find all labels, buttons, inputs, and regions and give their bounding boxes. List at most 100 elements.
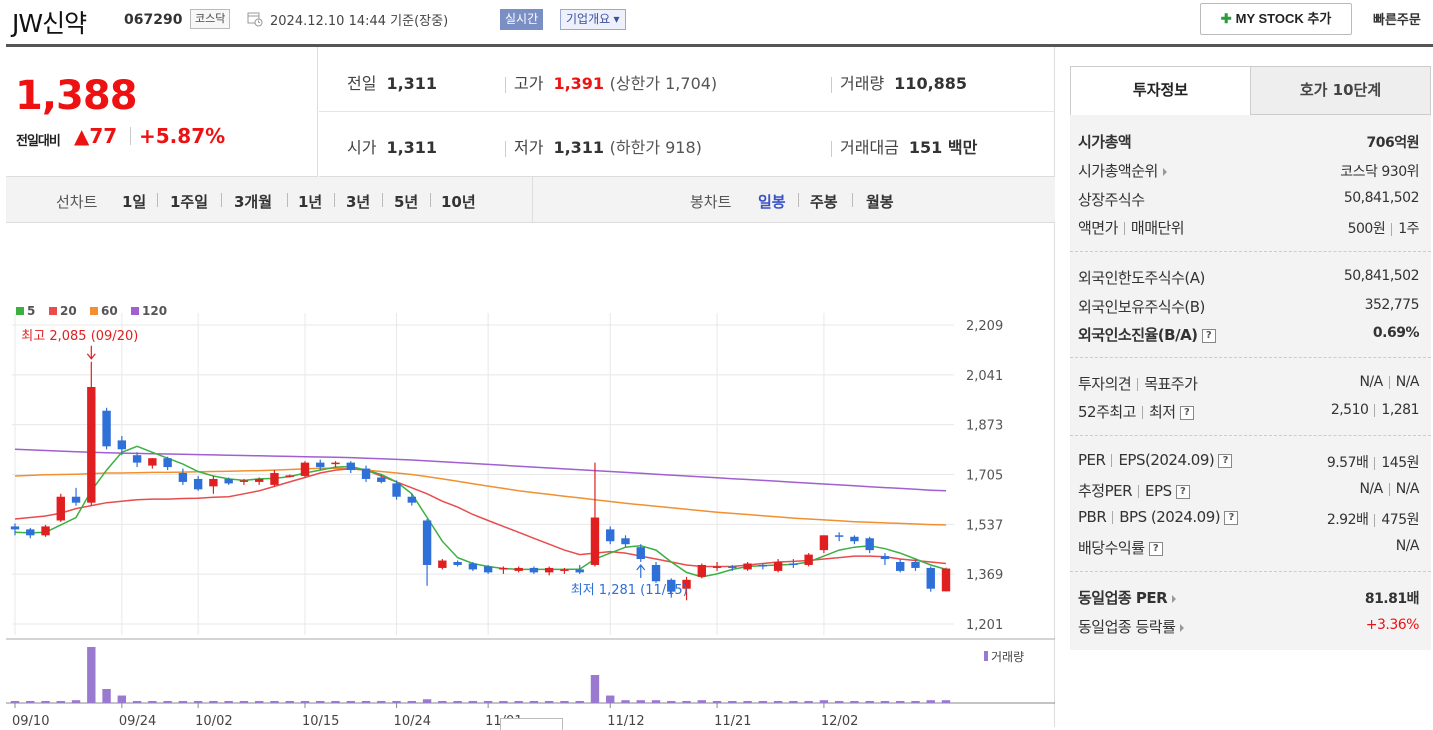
candle-monthly[interactable]: 월봉	[866, 193, 894, 211]
volume-bar	[682, 701, 691, 703]
prev-close-value: 1,311	[386, 74, 438, 93]
candle-body	[560, 569, 569, 571]
y-tick-label: 1,537	[966, 518, 1003, 533]
candle-body	[590, 517, 600, 565]
period-bar-divider	[532, 177, 533, 223]
price-box: 1,388 전일대비 ▲77 +5.87%	[6, 47, 318, 177]
inline-separator	[1374, 403, 1376, 417]
candle-body	[941, 568, 951, 592]
candle-body	[926, 567, 935, 589]
volume-bar	[407, 701, 417, 703]
candle-chart-label: 봉차트	[690, 193, 732, 211]
period-separator	[157, 193, 158, 207]
volume-bar	[377, 701, 386, 703]
candle-body	[71, 496, 81, 503]
candle-body	[193, 478, 203, 490]
period-1w[interactable]: 1주일	[170, 193, 209, 211]
target-value: N/A	[1395, 374, 1420, 390]
period-5y[interactable]: 5년	[394, 193, 419, 211]
pbr-value: 2.92배	[1326, 512, 1369, 528]
open-price: 시가 1,311	[347, 134, 437, 158]
tab-invest-info[interactable]: 투자정보	[1070, 66, 1251, 115]
help-icon[interactable]: ?	[1201, 328, 1216, 343]
scroll-handle[interactable]	[500, 718, 563, 730]
candle-weekly[interactable]: 주봉	[810, 193, 838, 211]
period-1d[interactable]: 1일	[122, 193, 147, 211]
help-icon[interactable]: ?	[1148, 541, 1163, 556]
help-icon[interactable]: ?	[1218, 453, 1233, 468]
volume-bar	[71, 700, 81, 703]
plus-icon: ✚	[1220, 11, 1232, 26]
candle-body	[148, 458, 157, 466]
volume-bar	[575, 701, 584, 703]
invest-info-panel: 투자정보 호가 10단계 시가총액 706억원 시가총액순위 코스닥 930위 상장…	[1070, 66, 1431, 650]
change-percent: +5.87%	[139, 124, 226, 148]
candle-body	[26, 529, 35, 536]
help-icon[interactable]: ?	[1224, 510, 1239, 525]
candle-body	[743, 563, 752, 570]
foreign-limit-value: 50,841,502	[1343, 268, 1420, 284]
realtime-button[interactable]: 실시간	[500, 9, 544, 30]
volume-bar	[728, 701, 737, 703]
volume-bar	[911, 701, 920, 703]
volume-value: 110,885	[894, 74, 968, 93]
period-1y[interactable]: 1년	[298, 193, 323, 211]
arrow-right-icon	[1180, 623, 1185, 632]
prev-close: 전일 1,311	[347, 70, 437, 94]
period-3m[interactable]: 3개월	[234, 193, 273, 211]
volume-bar	[926, 700, 935, 703]
candle-body	[438, 560, 447, 568]
volume-bar	[896, 701, 905, 703]
period-3y[interactable]: 3년	[346, 193, 371, 211]
quick-order-link[interactable]: 빠른주문	[1373, 13, 1421, 28]
candlestick-chart[interactable]: 2,209 2,041 1,873 1,705 1,537 1,369 1,201 5 20 60…	[6, 223, 1055, 727]
low-arrow-icon	[636, 564, 646, 579]
market-cap-rank-label: 시가총액순위	[1078, 162, 1158, 180]
volume-bar	[10, 701, 20, 703]
legend-swatch	[90, 307, 98, 315]
volume-bar	[41, 701, 50, 703]
candle-body	[819, 535, 829, 551]
candle-body	[377, 477, 386, 482]
help-icon[interactable]: ?	[1175, 484, 1190, 499]
market-cap-rank-row[interactable]: 시가총액순위 코스닥 930위	[1078, 160, 1423, 184]
inline-separator	[1138, 485, 1140, 498]
candle-body	[896, 562, 905, 571]
period-separator	[798, 193, 799, 207]
per-value: 9.57배	[1326, 455, 1369, 471]
period-separator	[221, 193, 222, 207]
company-info-dropdown[interactable]: 기업개요 ▾	[560, 9, 626, 30]
sector-change-row[interactable]: 동일업종 등락률 +3.36%	[1078, 616, 1423, 640]
day-low: 저가 1,311 (하한가 918)	[505, 134, 702, 158]
volume-bar	[254, 701, 264, 703]
candle-body	[422, 520, 432, 565]
quote-datetime: 2024.12.10 14:44 기준(장중)	[270, 14, 449, 29]
sector-per-row[interactable]: 동일업종 PER 81.81배	[1078, 587, 1423, 611]
candle-body	[209, 478, 218, 487]
period-10y[interactable]: 10년	[441, 193, 476, 211]
candle-body	[712, 566, 722, 568]
add-my-stock-button[interactable]: ✚ MY STOCK 추가	[1200, 3, 1352, 35]
help-icon[interactable]: ?	[1179, 405, 1194, 420]
inline-separator	[1137, 378, 1139, 391]
per-row: PER EPS(2024.09)? 9.57배 145원	[1078, 451, 1423, 475]
legend-label: 120	[142, 304, 167, 318]
y-tick-label: 1,201	[966, 618, 1003, 633]
volume-bar	[224, 701, 233, 703]
sector-change-value: +3.36%	[1365, 617, 1420, 633]
candle-daily[interactable]: 일봉	[758, 193, 786, 211]
face-value-value: 500원	[1347, 221, 1386, 237]
y-tick-label: 2,041	[966, 369, 1003, 384]
y-tick-label: 1,873	[966, 419, 1003, 434]
face-value-row: 액면가 매매단위 500원 1주	[1078, 217, 1423, 241]
volume-bar	[468, 701, 478, 703]
candle-body	[361, 468, 371, 479]
tab-order-book[interactable]: 호가 10단계	[1250, 66, 1431, 115]
bps-value: 475원	[1381, 512, 1419, 528]
volume-bar	[346, 701, 355, 703]
trade-unit-label: 매매단위	[1130, 219, 1185, 237]
candle-body	[499, 567, 508, 570]
candle-body	[651, 564, 661, 582]
period-separator	[852, 193, 853, 207]
legend-label: 60	[101, 304, 118, 318]
